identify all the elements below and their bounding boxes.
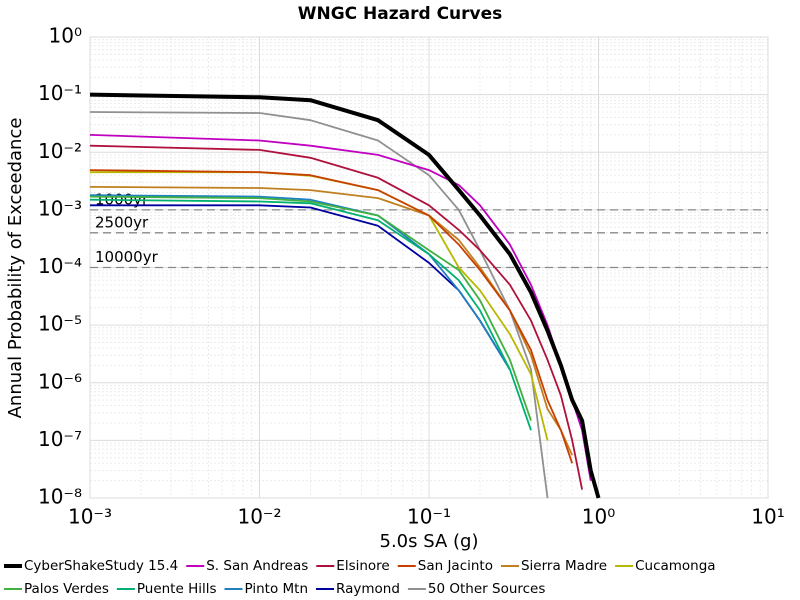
legend-label: Raymond (336, 581, 400, 597)
series-line (89, 111, 549, 499)
x-tick-label: 10¹ (751, 505, 784, 529)
x-tick-label: 10⁻² (237, 505, 281, 529)
chart-title: WNGC Hazard Curves (298, 4, 503, 24)
y-tick-label: 10⁻⁷ (38, 427, 82, 451)
x-tick-label: 10⁰ (582, 505, 615, 529)
series-line (89, 194, 511, 370)
legend-label: CyberShakeStudy 15.4 (24, 558, 178, 574)
legend-label: San Jacinto (418, 558, 493, 574)
y-tick-label: 10⁻¹ (38, 81, 82, 105)
reference-label: 2500yr (95, 213, 149, 231)
legend-label: Cucamonga (635, 558, 716, 574)
legend-label: S. San Andreas (206, 558, 308, 574)
y-tick-label: 10⁻⁸ (38, 485, 82, 509)
series-line (89, 186, 574, 456)
series-line (89, 195, 532, 421)
reference-label: 10000yr (95, 248, 159, 266)
series-line (89, 92, 601, 499)
y-tick-label: 10⁻² (38, 139, 82, 163)
legend-label: Elsinore (336, 558, 389, 574)
y-tick-label: 10⁻⁵ (38, 312, 82, 336)
series-line (89, 144, 583, 490)
y-tick-label: 10⁻⁶ (38, 369, 82, 393)
y-tick-label: 10⁻³ (38, 196, 82, 220)
legend-label: Pinto Mtn (245, 581, 309, 597)
y-axis-label: Annual Probability of Exceedance (5, 118, 26, 419)
series-line (89, 198, 532, 431)
y-tick-label: 10⁰ (49, 24, 82, 48)
legend-label: Puente Hills (137, 581, 217, 597)
y-tick-label: 10⁻⁴ (38, 254, 82, 278)
x-tick-label: 10⁻¹ (407, 505, 451, 529)
x-tick-label: 10⁻³ (68, 505, 112, 529)
legend-label: Palos Verdes (24, 581, 109, 597)
series-line (89, 169, 574, 464)
legend-label: Sierra Madre (521, 558, 607, 574)
legend-label: 50 Other Sources (428, 581, 546, 597)
x-axis-label: 5.0s SA (g) (380, 531, 479, 552)
